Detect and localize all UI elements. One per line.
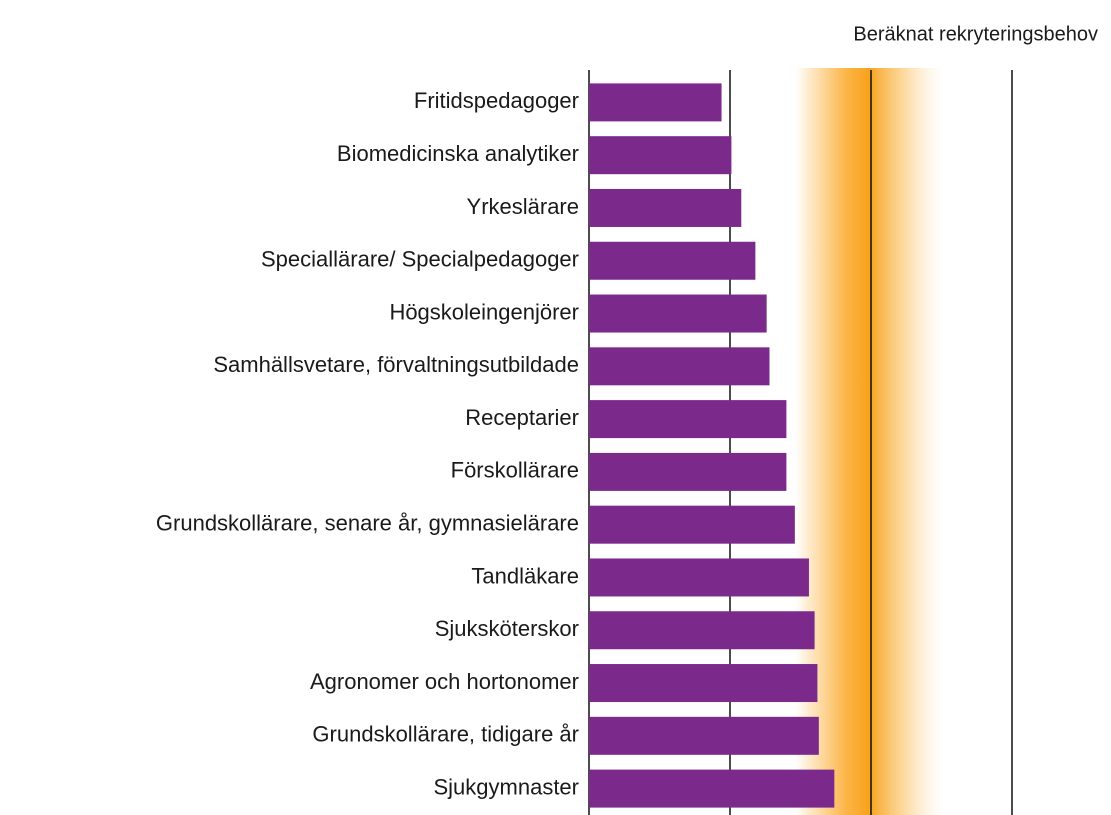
chart-title: Beräknat rekryteringsbehov: [853, 23, 1098, 45]
y-tick-label: Tandläkare: [471, 563, 579, 588]
bar: [589, 716, 819, 755]
bar: [589, 452, 787, 491]
y-tick-label: Grundskollärare, senare år, gymnasielära…: [156, 510, 579, 535]
y-tick-label: Samhällsvetare, förvaltningsutbildade: [213, 352, 579, 377]
bar: [589, 294, 767, 333]
y-tick-label: Receptarier: [465, 405, 579, 430]
y-tick-label: Biomedicinska analytiker: [337, 141, 579, 166]
bar: [589, 769, 835, 808]
y-tick-label: Förskollärare: [451, 458, 579, 483]
bar: [589, 400, 787, 439]
y-tick-label: Agronomer och hortonomer: [310, 669, 579, 694]
y-tick-label: Sjukgymnaster: [433, 774, 579, 799]
bar: [589, 558, 809, 597]
bar: [589, 188, 742, 227]
y-tick-label: Högskoleingenjörer: [389, 299, 579, 324]
y-tick-label: Grundskollärare, tidigare år: [312, 722, 579, 747]
y-tick-label: Sjuksköterskor: [435, 616, 579, 641]
bar: [589, 83, 722, 122]
bar: [589, 347, 770, 386]
bar: [589, 664, 818, 703]
y-tick-label: Fritidspedagoger: [414, 88, 579, 113]
bar: [589, 611, 815, 650]
bar: [589, 241, 756, 280]
target-band: [795, 68, 943, 815]
y-tick-label: Yrkeslärare: [467, 194, 579, 219]
bar: [589, 136, 732, 175]
bar: [589, 505, 795, 544]
y-tick-label: Speciallärare/ Specialpedagoger: [261, 247, 579, 272]
